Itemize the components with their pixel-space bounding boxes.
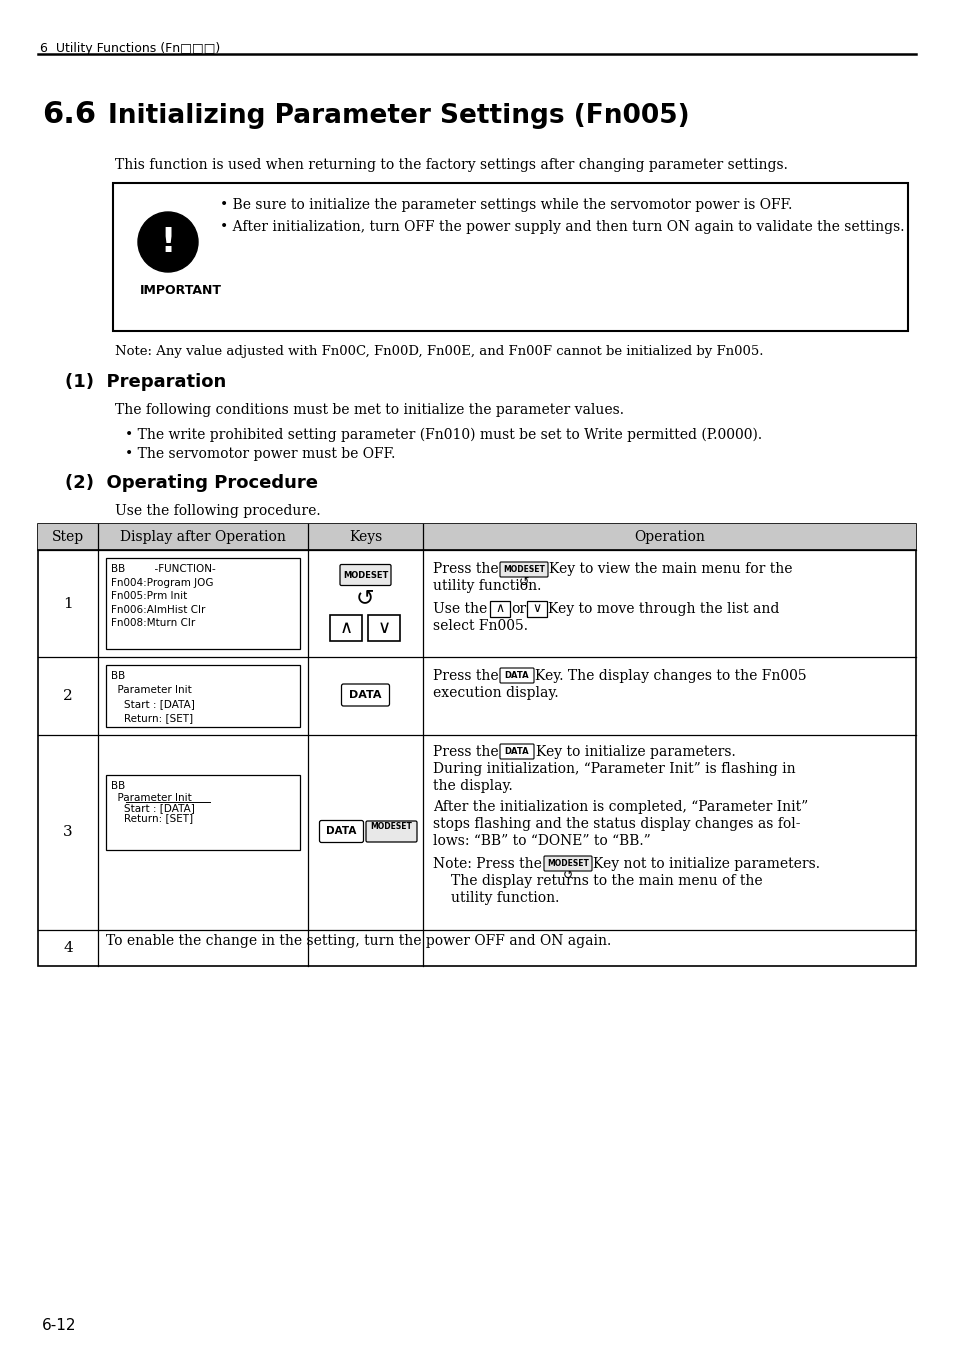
Text: • The servomotor power must be OFF.: • The servomotor power must be OFF. (125, 447, 395, 460)
Bar (106, 775, 299, 850)
Bar (112, 184, 907, 331)
Text: Initializing Parameter Settings (Fn005): Initializing Parameter Settings (Fn005) (108, 103, 689, 130)
FancyBboxPatch shape (526, 601, 546, 617)
Text: IMPORTANT: IMPORTANT (140, 284, 222, 297)
Text: During initialization, “Parameter Init” is flashing in: During initialization, “Parameter Init” … (433, 761, 795, 776)
FancyBboxPatch shape (499, 668, 534, 683)
Bar (38, 524, 915, 549)
Text: • The write prohibited setting parameter (Fn010) must be set to Write permitted : • The write prohibited setting parameter… (125, 428, 761, 443)
Text: Use the following procedure.: Use the following procedure. (115, 504, 320, 518)
Text: 3: 3 (63, 825, 72, 840)
Text: execution display.: execution display. (433, 686, 558, 701)
FancyBboxPatch shape (368, 616, 400, 641)
Text: DATA: DATA (504, 747, 529, 756)
FancyBboxPatch shape (499, 562, 547, 576)
Text: Press the: Press the (433, 562, 498, 576)
Text: Press the: Press the (433, 670, 498, 683)
Text: Start : [DATA]: Start : [DATA] (111, 803, 194, 813)
Text: MODESET: MODESET (342, 571, 388, 579)
Text: Display after Operation: Display after Operation (120, 531, 286, 544)
Text: DATA: DATA (504, 671, 529, 680)
Text: This function is used when returning to the factory settings after changing para: This function is used when returning to … (115, 158, 787, 171)
Text: utility function.: utility function. (451, 891, 558, 904)
Text: 6  Utility Functions (Fn□□□): 6 Utility Functions (Fn□□□) (40, 42, 220, 55)
Text: Key. The display changes to the Fn005: Key. The display changes to the Fn005 (535, 670, 806, 683)
Text: • After initialization, turn OFF the power supply and then turn ON again to vali: • After initialization, turn OFF the pow… (220, 220, 903, 234)
Text: ↺: ↺ (383, 829, 398, 848)
Text: Key to initialize parameters.: Key to initialize parameters. (536, 745, 735, 759)
Text: MODESET: MODESET (370, 822, 412, 832)
Text: stops flashing and the status display changes as fol-: stops flashing and the status display ch… (433, 817, 800, 832)
Text: Key not to initialize parameters.: Key not to initialize parameters. (593, 857, 820, 871)
Text: 2: 2 (63, 688, 72, 703)
FancyBboxPatch shape (330, 616, 362, 641)
Text: To enable the change in the setting, turn the power OFF and ON again.: To enable the change in the setting, tur… (106, 934, 611, 948)
Text: (2)  Operating Procedure: (2) Operating Procedure (65, 474, 317, 491)
Text: Key to view the main menu for the: Key to view the main menu for the (548, 562, 792, 576)
Text: select Fn005.: select Fn005. (433, 620, 527, 633)
Text: DATA: DATA (326, 826, 356, 837)
Text: The display returns to the main menu of the: The display returns to the main menu of … (451, 873, 761, 888)
Text: 6.6: 6.6 (42, 100, 96, 130)
Text: ∨: ∨ (377, 620, 391, 637)
Text: Key to move through the list and: Key to move through the list and (547, 602, 779, 616)
Text: !: ! (160, 225, 175, 258)
Text: BB         -FUNCTION-
Fn004:Program JOG
Fn005:Prm Init
Fn006:AlmHist Clr
Fn008:M: BB -FUNCTION- Fn004:Program JOG Fn005:Pr… (111, 564, 215, 628)
Text: Note: Press the: Note: Press the (433, 857, 541, 871)
Text: the display.: the display. (433, 779, 512, 792)
Text: • Be sure to initialize the parameter settings while the servomotor power is OFF: • Be sure to initialize the parameter se… (220, 198, 792, 212)
Text: lows: “BB” to “DONE” to “BB.”: lows: “BB” to “DONE” to “BB.” (433, 834, 650, 848)
Text: Press the: Press the (433, 745, 498, 759)
Text: Operation: Operation (634, 531, 704, 544)
Text: Keys: Keys (349, 531, 382, 544)
FancyBboxPatch shape (499, 744, 534, 759)
Text: ∧: ∧ (339, 620, 353, 637)
Text: (1)  Preparation: (1) Preparation (65, 373, 226, 391)
Bar (38, 524, 915, 967)
Text: The following conditions must be met to initialize the parameter values.: The following conditions must be met to … (115, 404, 623, 417)
Text: ∨: ∨ (532, 602, 541, 616)
Bar (106, 666, 299, 728)
Text: ↺: ↺ (355, 589, 375, 608)
Circle shape (138, 212, 198, 271)
Text: After the initialization is completed, “Parameter Init”: After the initialization is completed, “… (433, 801, 807, 814)
Text: Parameter Init: Parameter Init (111, 792, 192, 803)
Text: Return: [SET]: Return: [SET] (111, 813, 193, 823)
Bar (106, 558, 299, 649)
FancyBboxPatch shape (543, 856, 592, 871)
Text: 6-12: 6-12 (42, 1318, 76, 1332)
Text: ↺: ↺ (518, 575, 529, 589)
Text: DATA: DATA (349, 690, 381, 701)
FancyBboxPatch shape (341, 684, 389, 706)
Text: utility function.: utility function. (433, 579, 540, 593)
FancyBboxPatch shape (366, 821, 416, 842)
Text: Note: Any value adjusted with Fn00C, Fn00D, Fn00E, and Fn00F cannot be initializ: Note: Any value adjusted with Fn00C, Fn0… (115, 346, 762, 358)
Text: or: or (511, 602, 525, 616)
Text: Step: Step (51, 531, 84, 544)
FancyBboxPatch shape (319, 821, 363, 842)
Text: MODESET: MODESET (502, 566, 544, 574)
Text: 4: 4 (63, 941, 72, 954)
Text: BB: BB (111, 782, 125, 791)
Text: ↺: ↺ (562, 868, 573, 882)
Text: BB
  Parameter Init
    Start : [DATA]
    Return: [SET]: BB Parameter Init Start : [DATA] Return:… (111, 671, 194, 724)
Text: MODESET: MODESET (546, 859, 588, 868)
FancyBboxPatch shape (339, 564, 391, 586)
Text: Use the: Use the (433, 602, 487, 616)
Text: ∧: ∧ (495, 602, 504, 616)
Text: 1: 1 (63, 597, 72, 610)
FancyBboxPatch shape (490, 601, 510, 617)
